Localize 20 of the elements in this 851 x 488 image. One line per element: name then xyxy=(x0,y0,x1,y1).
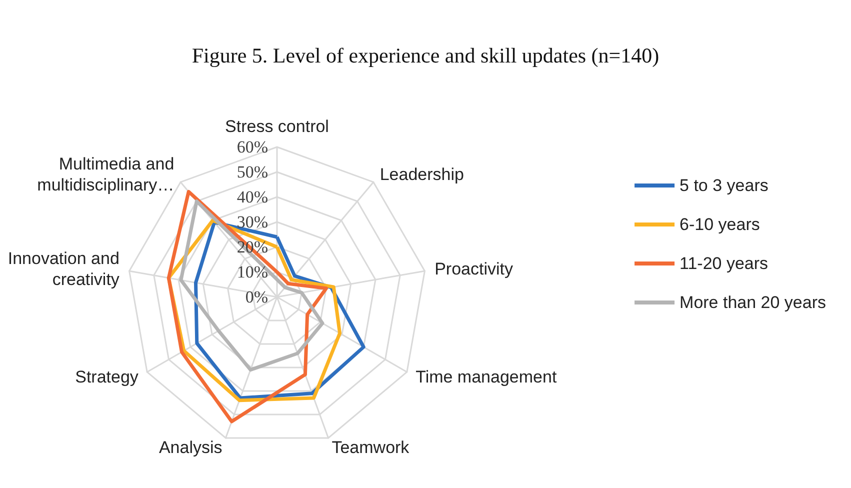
spoke-label: Multimedia and multidisciplinary… xyxy=(37,154,174,194)
legend-label: 5 to 3 years xyxy=(680,176,768,195)
spoke-label: Teamwork xyxy=(332,438,410,457)
legend-label: 11-20 years xyxy=(680,254,768,273)
legend-label: More than 20 years xyxy=(680,293,826,312)
spoke-label: Time management xyxy=(416,368,557,386)
chart-title: Figure 5. Level of experience and skill updates (n=140) xyxy=(192,44,660,68)
spoke-label: Strategy xyxy=(75,368,139,386)
y-tick-label: 40% xyxy=(236,188,268,206)
spoke-label: Stress control xyxy=(225,117,329,136)
legend-label: 6-10 years xyxy=(680,215,760,234)
y-tick-label: 50% xyxy=(236,162,268,182)
spoke-label: Innovation and creativity xyxy=(8,249,120,290)
spoke-label: Analysis xyxy=(158,438,222,457)
y-tick-label: 10% xyxy=(236,262,268,282)
y-tick-label: 60% xyxy=(236,138,268,156)
y-tick-label: 0% xyxy=(245,288,268,306)
y-tick-label: 30% xyxy=(236,212,268,232)
spoke-label: Proactivity xyxy=(434,260,514,279)
spoke-label: Leadership xyxy=(380,164,464,184)
